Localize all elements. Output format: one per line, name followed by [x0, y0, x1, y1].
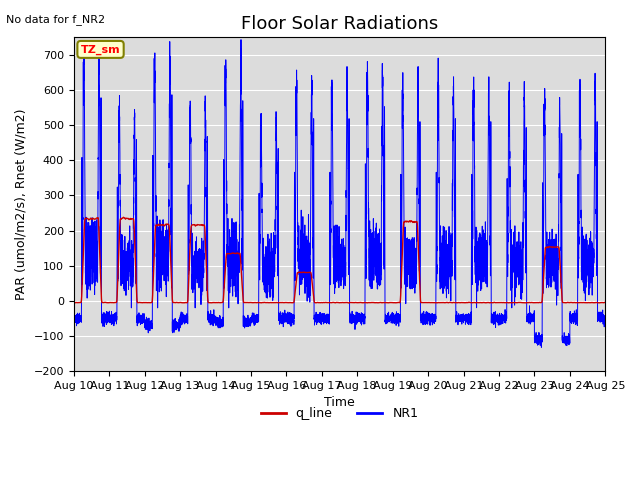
X-axis label: Time: Time: [324, 396, 355, 409]
q_line: [321, 300, 329, 305]
Text: No data for f_NR2: No data for f_NR2: [6, 14, 106, 25]
NR1: [251, 314, 259, 320]
Line: NR1: NR1: [74, 40, 605, 348]
q_line: [573, 300, 580, 306]
q_line: [70, 300, 77, 305]
q_line: [120, 215, 127, 220]
NR1: [538, 345, 545, 350]
NR1: [573, 320, 580, 326]
NR1: [602, 318, 609, 324]
q_line: [345, 300, 353, 306]
q_line: [579, 300, 587, 305]
Title: Floor Solar Radiations: Floor Solar Radiations: [241, 15, 438, 33]
NR1: [237, 37, 245, 43]
NR1: [458, 313, 466, 319]
Line: q_line: q_line: [74, 217, 605, 303]
NR1: [579, 263, 587, 268]
q_line: [474, 300, 481, 305]
q_line: [251, 300, 259, 305]
NR1: [321, 319, 329, 324]
q_line: [602, 300, 609, 305]
Text: TZ_sm: TZ_sm: [81, 44, 120, 55]
NR1: [70, 314, 77, 320]
q_line: [458, 300, 466, 305]
Legend: q_line, NR1: q_line, NR1: [255, 402, 424, 425]
Y-axis label: PAR (umol/m2/s), Rnet (W/m2): PAR (umol/m2/s), Rnet (W/m2): [15, 108, 28, 300]
NR1: [474, 252, 481, 258]
